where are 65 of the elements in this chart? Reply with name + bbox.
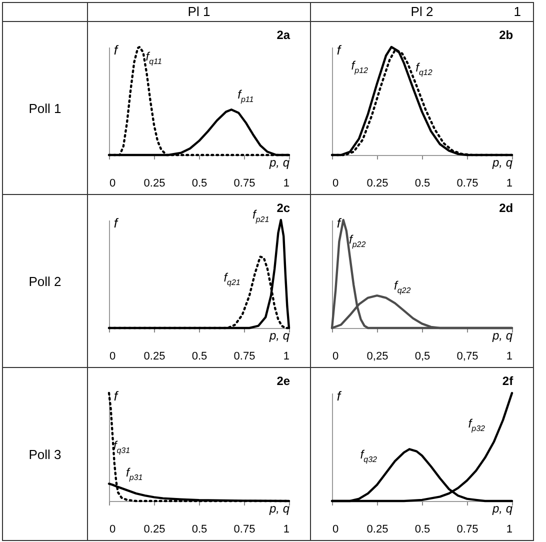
x-tick-label: 0 — [332, 177, 339, 189]
x-tick-label: 0.75 — [456, 177, 478, 189]
x-tick-label: 1 — [283, 177, 290, 189]
x-tick-label: 0,25 — [366, 350, 388, 362]
x-tick-label: 0 — [110, 177, 116, 189]
annotation: f$_{p11}$ — [238, 88, 254, 106]
text: Poll 1 — [2, 22, 88, 194]
x-tick-label: 1 — [506, 177, 512, 189]
x-tick-label: 0.5 — [414, 177, 430, 189]
x-tick-label: 0.25 — [144, 350, 166, 362]
x-tick-label: 1 — [506, 523, 512, 535]
chart-title: 2e — [276, 374, 290, 388]
y-axis-title: f — [114, 388, 119, 403]
x-tick-label: 0 — [332, 350, 339, 362]
annotation: f$_{q12}$ — [416, 60, 432, 80]
x-axis-title: p, q — [268, 155, 290, 169]
annotation: f$_{q11}$ — [146, 49, 162, 68]
x-tick-label: 0,5 — [414, 350, 430, 362]
y-axis-title: f — [336, 215, 342, 230]
x-tick-label: 0 — [110, 350, 116, 362]
annotation: f$_{q32}$ — [360, 448, 377, 466]
x-tick-label: 0 — [110, 523, 116, 535]
x-tick-label: 0.75 — [456, 523, 478, 535]
chart-title: 2d — [499, 200, 514, 214]
x-tick-label: 0.75 — [234, 523, 256, 535]
x-axis-title: p, q — [491, 155, 513, 169]
y-axis-title: f — [336, 42, 342, 57]
x-tick-label: 0.25 — [366, 523, 388, 535]
x-tick-label: 0.5 — [192, 523, 208, 535]
x-tick-label: 0.25 — [144, 523, 166, 535]
x-tick-label: 0.25 — [366, 177, 388, 189]
text: Pl 1 — [188, 4, 210, 19]
x-tick-label: 0.5 — [192, 177, 208, 189]
x-axis-title: p, q — [491, 501, 513, 515]
annotation: f$_{q21}$ — [224, 270, 240, 290]
chart-title: 2c — [276, 200, 290, 214]
y-axis-title: f — [114, 215, 119, 230]
text: Poll 3 — [2, 368, 88, 540]
text: Poll 2 — [2, 194, 88, 368]
x-axis-title: p, q — [268, 501, 290, 515]
annotation: f$_{p12}$ — [351, 58, 368, 78]
annotation: f$_{p21}$ — [252, 208, 270, 226]
x-axis-title: p, q — [491, 328, 513, 342]
annotation: f$_{p31}$ — [126, 465, 143, 484]
annotation: f$_{p32}$ — [468, 416, 485, 436]
x-tick-label: 0.75 — [234, 177, 256, 189]
x-tick-label: 1 — [506, 350, 512, 362]
annotation: f$_{p22}$ — [349, 232, 366, 252]
x-tick-label: 0 — [332, 523, 339, 535]
x-tick-label: 0,75 — [456, 350, 478, 362]
chart-title: 2b — [499, 28, 514, 42]
x-tick-label: 0.75 — [234, 350, 256, 362]
x-tick-label: 0.25 — [144, 177, 166, 189]
x-tick-label: 1 — [283, 350, 290, 362]
chart-title: 2f — [502, 374, 514, 388]
y-axis-title: f — [114, 42, 119, 57]
x-tick-label: 0.5 — [414, 523, 430, 535]
annotation: f$_{q22}$ — [394, 278, 411, 297]
x-axis-title: p, q — [268, 328, 290, 342]
chart-title: 2a — [276, 28, 290, 42]
text: 1 — [514, 3, 521, 21]
x-tick-label: 0.5 — [192, 350, 208, 362]
x-tick-label: 1 — [283, 523, 290, 535]
y-axis-title: f — [336, 388, 342, 403]
text: Pl 2 — [410, 4, 434, 19]
